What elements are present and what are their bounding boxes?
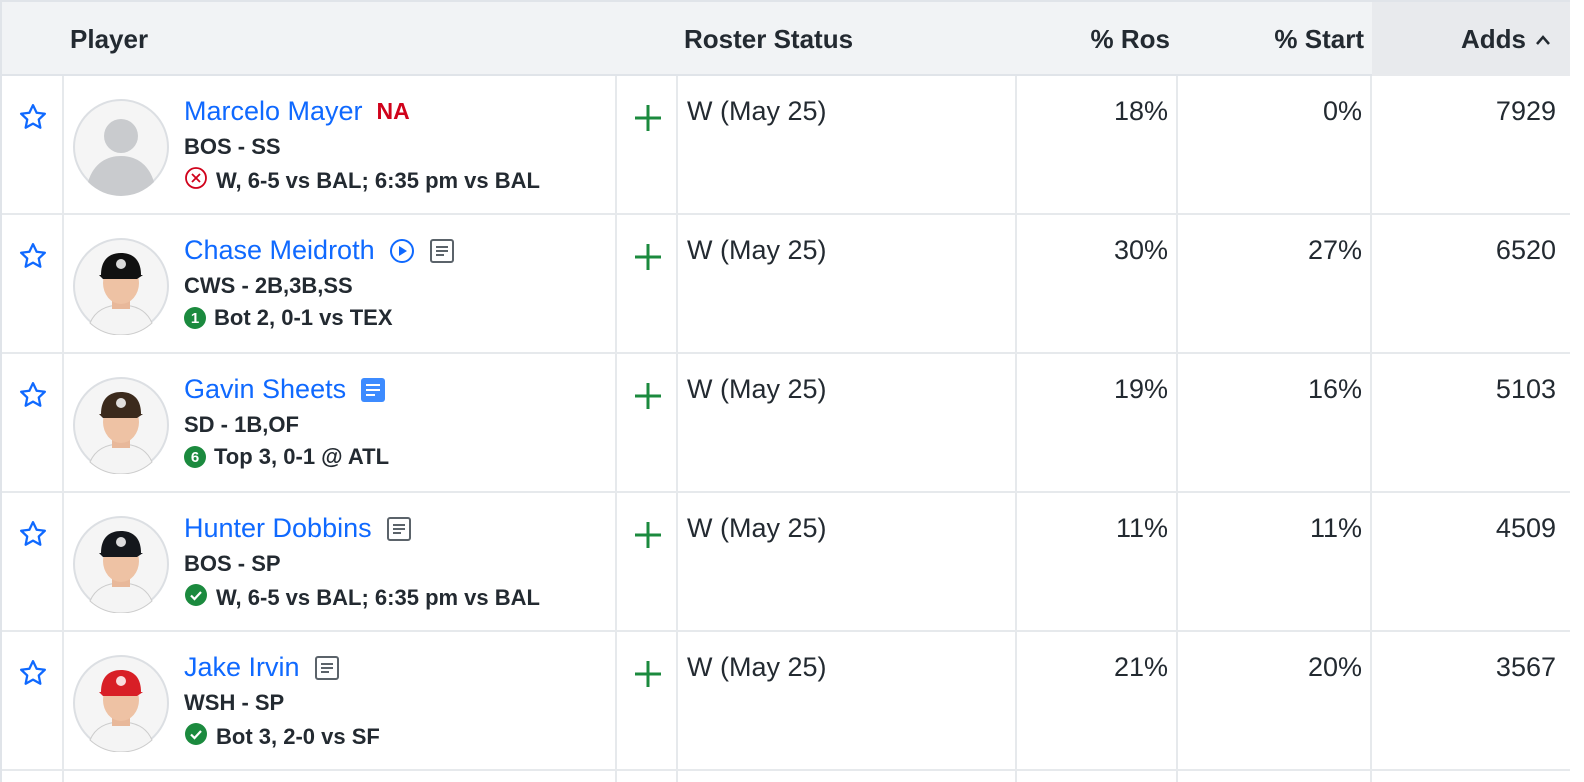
game-icon bbox=[184, 166, 208, 196]
notes-icon[interactable] bbox=[360, 377, 386, 403]
player-row: Jake Irvin WSH - SP Bot 3, 2-0 vs SF W (… bbox=[2, 632, 1570, 771]
add-button[interactable] bbox=[632, 241, 664, 273]
player-avatar bbox=[73, 655, 169, 752]
name-line: Gavin Sheets bbox=[184, 374, 386, 405]
add-button[interactable] bbox=[632, 658, 664, 690]
roster-status: W (May 25) bbox=[687, 235, 827, 265]
watch-star[interactable] bbox=[18, 519, 48, 549]
player-name[interactable]: Jake Irvin bbox=[184, 652, 300, 682]
roster-status: W (May 25) bbox=[687, 652, 827, 682]
video-icon[interactable] bbox=[389, 238, 415, 264]
check-icon bbox=[185, 723, 207, 745]
status-tag: NA bbox=[376, 98, 410, 124]
add-button[interactable] bbox=[632, 102, 664, 134]
pct-ros: 30% bbox=[1113, 235, 1168, 265]
game-status: Top 3, 0-1 @ ATL bbox=[214, 444, 390, 469]
name-line: Jake Irvin bbox=[184, 652, 340, 683]
divider bbox=[1370, 76, 1372, 782]
player-name[interactable]: Hunter Dobbins bbox=[184, 513, 372, 543]
pct-ros: 18% bbox=[1113, 96, 1168, 126]
pct-start: 20% bbox=[1307, 652, 1362, 682]
watch-star[interactable] bbox=[18, 241, 48, 271]
inning-badge: 1 bbox=[184, 307, 206, 329]
game-line: W, 6-5 vs BAL; 6:35 pm vs BAL bbox=[184, 583, 540, 613]
pct-ros: 11% bbox=[1115, 513, 1168, 543]
add-button[interactable] bbox=[632, 519, 664, 551]
name-line: Marcelo Mayer NA bbox=[184, 96, 410, 127]
divider bbox=[676, 76, 678, 782]
player-row: Hunter Dobbins BOS - SP W, 6-5 vs BAL; 6… bbox=[2, 493, 1570, 632]
roster-status: W (May 25) bbox=[687, 96, 827, 126]
notes-icon[interactable] bbox=[386, 516, 412, 542]
header-adds[interactable]: Adds bbox=[1461, 24, 1526, 54]
pct-start: 0% bbox=[1322, 96, 1362, 126]
game-line: 6 Top 3, 0-1 @ ATL bbox=[184, 444, 389, 470]
table-header: Player Roster Status % Ros % Start Adds bbox=[2, 0, 1570, 76]
pct-start: 11% bbox=[1309, 513, 1362, 543]
watch-star[interactable] bbox=[18, 102, 48, 132]
player-position: BOS - SS bbox=[184, 134, 281, 159]
player-avatar bbox=[73, 238, 169, 335]
game-icon bbox=[184, 583, 208, 613]
player-avatar bbox=[73, 99, 169, 196]
header-player[interactable]: Player bbox=[70, 24, 149, 54]
adds: 6520 bbox=[1495, 235, 1556, 265]
player-avatar bbox=[73, 377, 169, 474]
sort-arrow bbox=[1536, 35, 1550, 45]
notes-icon[interactable] bbox=[429, 238, 455, 264]
game-icon bbox=[184, 722, 208, 752]
game-line: W, 6-5 vs BAL; 6:35 pm vs BAL bbox=[184, 166, 540, 196]
header-roster-status[interactable]: Roster Status bbox=[684, 24, 854, 54]
player-name[interactable]: Gavin Sheets bbox=[184, 374, 347, 404]
player-row: Chase Meidroth CWS - 2B,3B,SS 1 Bot 2, 0-… bbox=[2, 215, 1570, 354]
divider bbox=[615, 76, 617, 782]
game-line: Bot 3, 2-0 vs SF bbox=[184, 722, 380, 752]
check-icon bbox=[185, 584, 207, 606]
player-position: BOS - SP bbox=[184, 551, 281, 576]
roster-status: W (May 25) bbox=[687, 513, 827, 543]
notes-icon[interactable] bbox=[314, 655, 340, 681]
watch-star[interactable] bbox=[18, 658, 48, 688]
game-line: 1 Bot 2, 0-1 vs TEX bbox=[184, 305, 393, 331]
adds: 5103 bbox=[1495, 374, 1556, 404]
player-name[interactable]: Marcelo Mayer bbox=[184, 96, 363, 126]
header-pct-start[interactable]: % Start bbox=[1274, 24, 1364, 54]
pct-start: 27% bbox=[1307, 235, 1362, 265]
name-line: Hunter Dobbins bbox=[184, 513, 412, 544]
game-status: Bot 3, 2-0 vs SF bbox=[216, 724, 380, 749]
roster-status: W (May 25) bbox=[687, 374, 827, 404]
player-name[interactable]: Chase Meidroth bbox=[184, 235, 375, 265]
pct-start: 16% bbox=[1307, 374, 1362, 404]
player-position: WSH - SP bbox=[184, 690, 285, 715]
game-status: W, 6-5 vs BAL; 6:35 pm vs BAL bbox=[216, 168, 540, 193]
name-line: Chase Meidroth bbox=[184, 235, 455, 266]
x-icon bbox=[185, 167, 207, 189]
player-row: Marcelo Mayer NA BOS - SS W, 6-5 vs BAL; … bbox=[2, 76, 1570, 215]
pct-ros: 21% bbox=[1113, 652, 1168, 682]
inning-badge: 6 bbox=[184, 446, 206, 468]
divider bbox=[1015, 76, 1017, 782]
sorted-column-bg bbox=[1372, 2, 1570, 76]
header-pct-ros[interactable]: % Ros bbox=[1090, 24, 1170, 54]
adds: 7929 bbox=[1495, 96, 1556, 126]
divider bbox=[62, 76, 64, 782]
player-row: Gavin Sheets SD - 1B,OF 6 Top 3, 0-1 @ AT… bbox=[2, 354, 1570, 493]
watch-star[interactable] bbox=[18, 380, 48, 410]
adds: 4509 bbox=[1495, 513, 1556, 543]
player-position: SD - 1B,OF bbox=[184, 412, 299, 437]
player-position: CWS - 2B,3B,SS bbox=[184, 273, 353, 298]
player-avatar bbox=[73, 516, 169, 613]
divider bbox=[1176, 76, 1178, 782]
game-status: Bot 2, 0-1 vs TEX bbox=[214, 305, 393, 330]
game-status: W, 6-5 vs BAL; 6:35 pm vs BAL bbox=[216, 585, 540, 610]
add-button[interactable] bbox=[632, 380, 664, 412]
adds: 3567 bbox=[1495, 652, 1556, 682]
pct-ros: 19% bbox=[1113, 374, 1168, 404]
